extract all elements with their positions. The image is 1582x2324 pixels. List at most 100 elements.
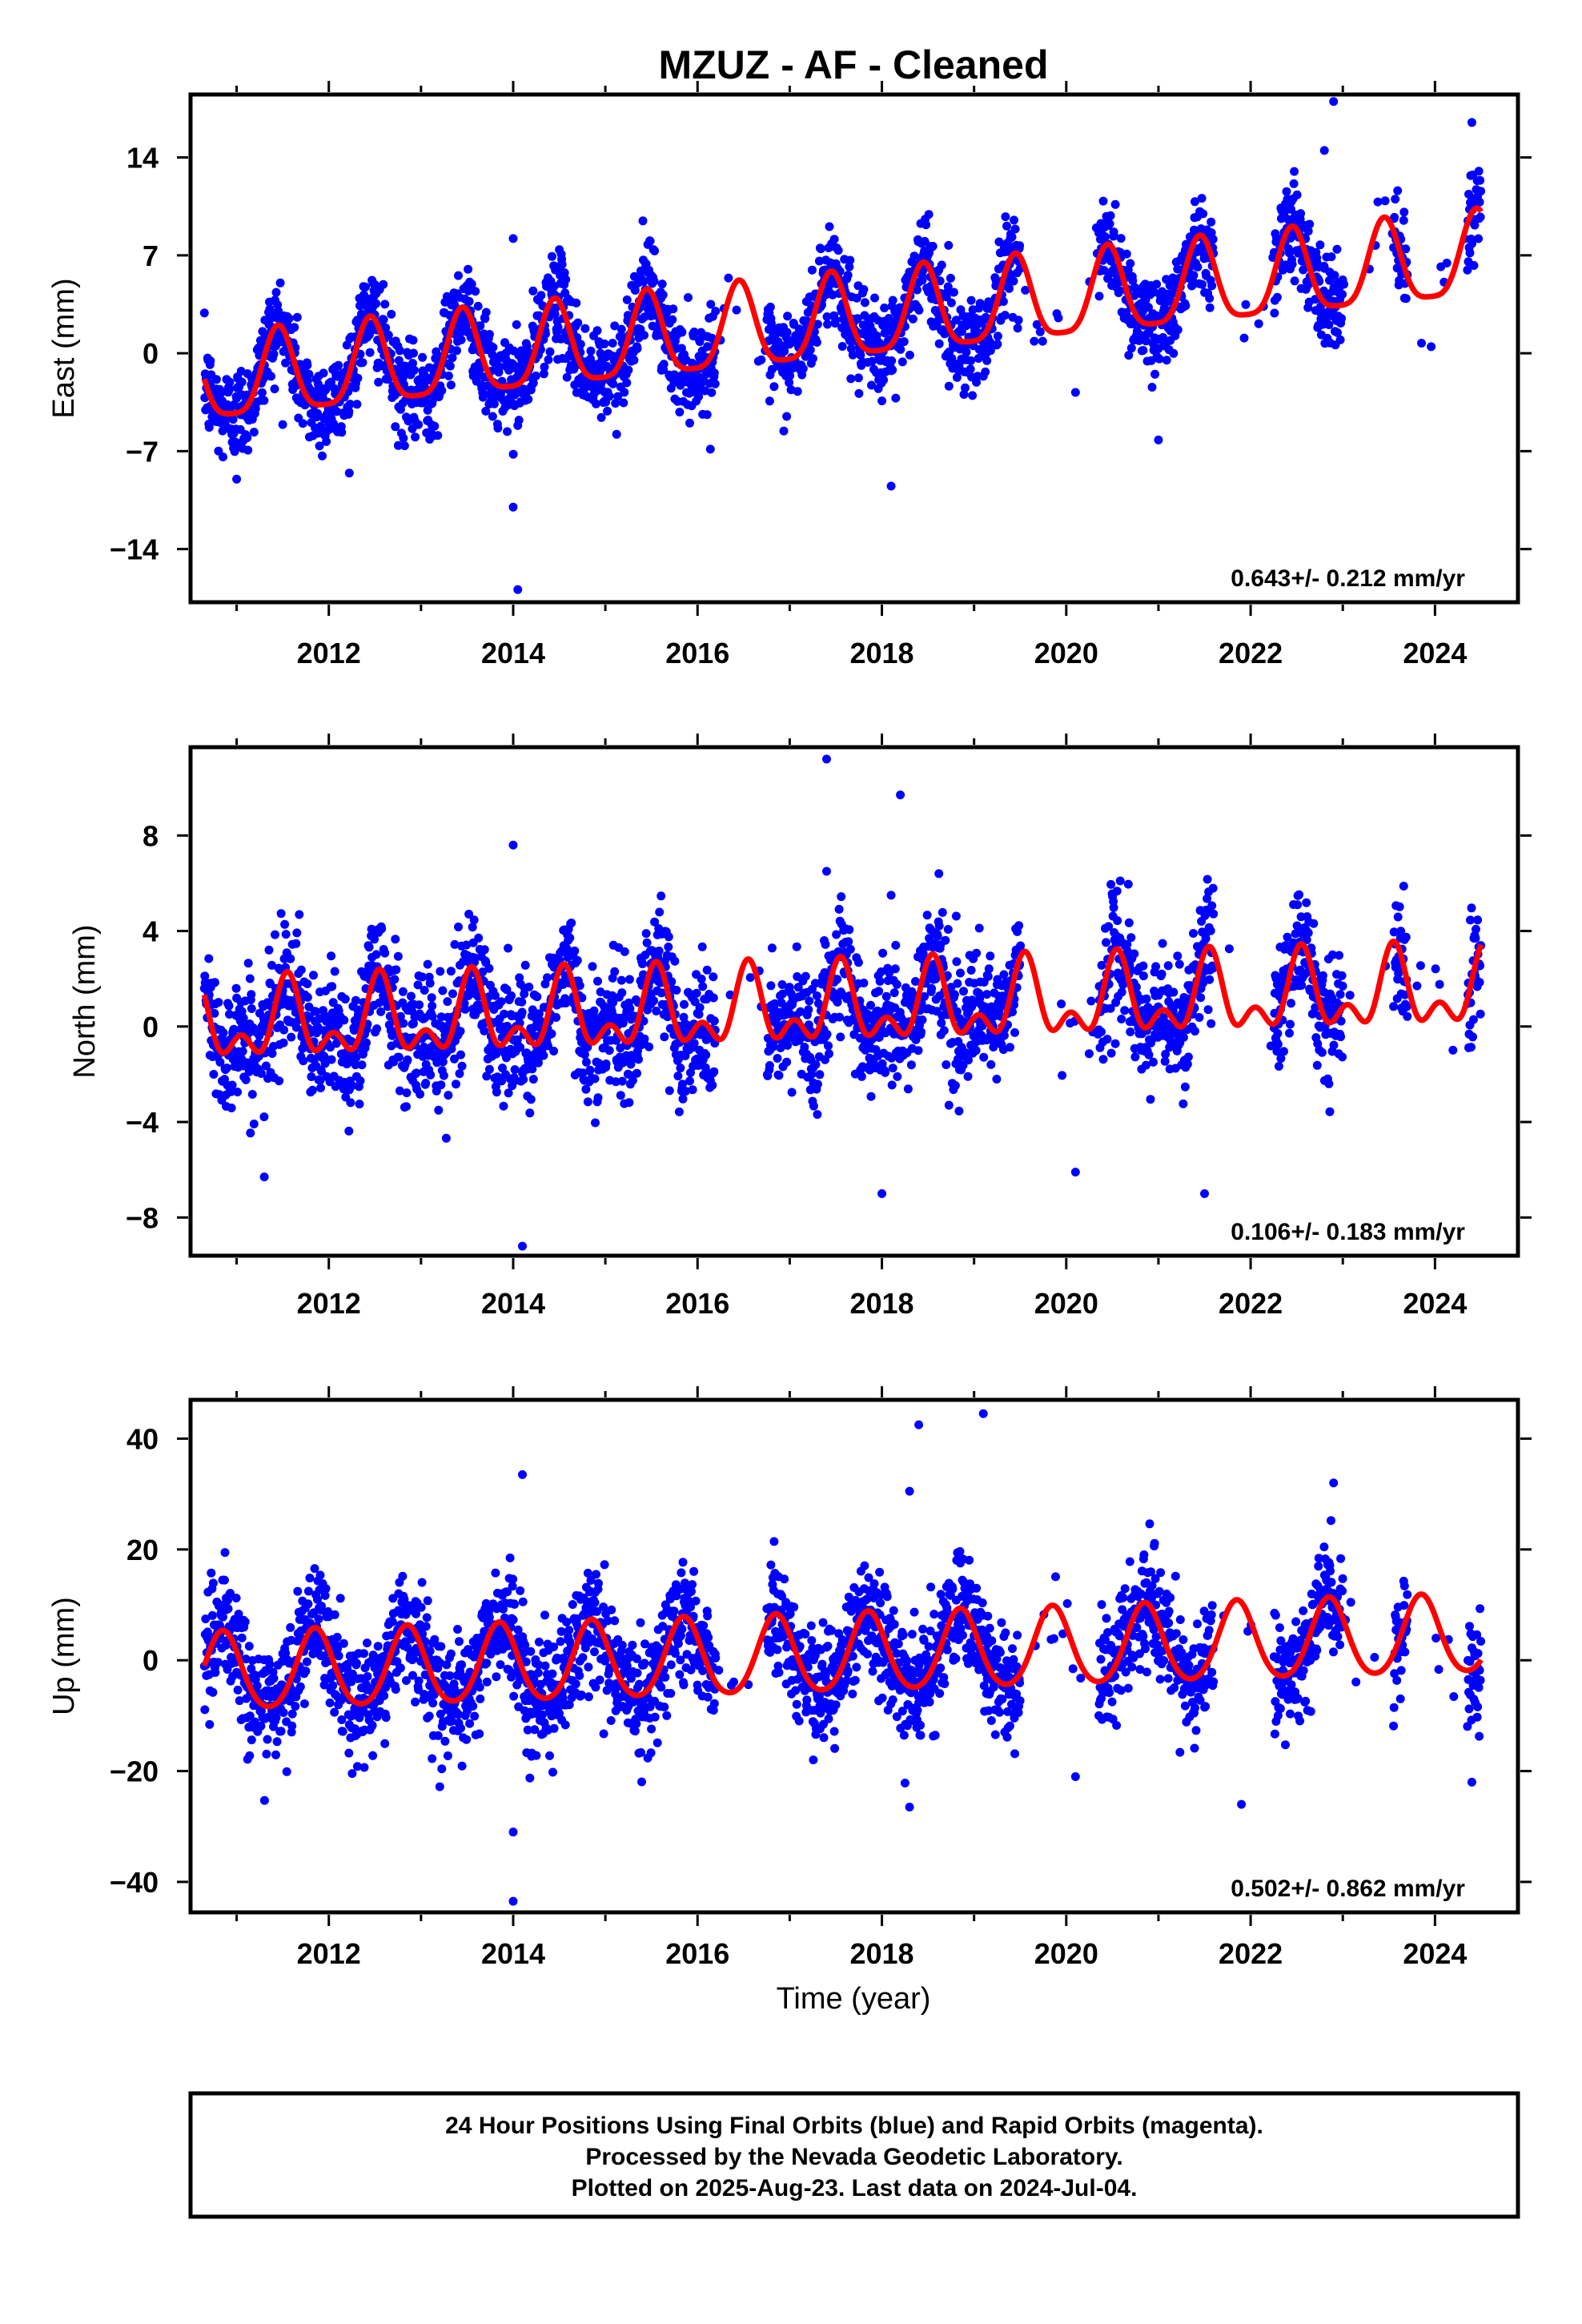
data-point (1169, 348, 1178, 358)
data-point (357, 1060, 367, 1070)
data-point (650, 917, 660, 927)
data-point (567, 919, 576, 927)
data-point (601, 1059, 611, 1068)
data-point (1123, 879, 1133, 889)
data-point (800, 1043, 809, 1051)
data-point (572, 955, 582, 965)
data-point (478, 967, 488, 977)
x-tick-label: 2012 (297, 637, 361, 669)
outlier-point (1200, 1188, 1210, 1198)
data-point (224, 1001, 234, 1011)
data-point (765, 1061, 774, 1070)
data-point (1435, 979, 1444, 989)
data-point (1109, 903, 1118, 912)
data-point (257, 388, 267, 397)
data-point (1297, 980, 1307, 990)
data-point (641, 929, 651, 939)
data-point (418, 352, 428, 362)
data-point (1189, 929, 1198, 938)
data-point (709, 993, 718, 1003)
data-point (1474, 167, 1484, 176)
data-point (1289, 179, 1299, 188)
data-point (418, 972, 428, 982)
data-point (852, 293, 861, 303)
data-point (765, 396, 774, 406)
data-point (634, 1055, 643, 1064)
data-point (1329, 1040, 1339, 1050)
data-point (497, 1076, 506, 1086)
plot-frame (188, 92, 1520, 605)
data-point (1417, 339, 1426, 348)
data-point (1469, 1015, 1478, 1024)
data-point (390, 975, 400, 984)
data-point (1431, 964, 1440, 974)
data-point (322, 436, 331, 446)
data-point (914, 305, 924, 315)
data-point (490, 991, 500, 1000)
data-point (837, 342, 847, 351)
y-tick-label: −14 (110, 533, 159, 566)
data-point (327, 982, 337, 991)
data-point (689, 1039, 699, 1048)
data-point (438, 986, 448, 995)
data-point (1272, 292, 1282, 302)
data-point (1472, 924, 1480, 934)
data-point (680, 999, 689, 1009)
data-point (893, 1072, 902, 1081)
data-point (793, 387, 802, 396)
data-point (1476, 187, 1486, 196)
data-point (561, 275, 571, 284)
data-point (709, 972, 718, 982)
data-point (650, 246, 660, 255)
data-point (454, 923, 463, 931)
data-point (853, 314, 862, 324)
data-point (694, 1010, 704, 1019)
data-point (351, 995, 360, 1005)
data-point (315, 441, 324, 451)
data-point (470, 953, 480, 963)
data-point (611, 1077, 620, 1087)
data-point (464, 286, 473, 296)
data-point (1126, 259, 1135, 268)
data-point (284, 314, 294, 324)
data-point (211, 375, 221, 384)
data-point (243, 433, 252, 443)
data-point (516, 1043, 525, 1052)
data-point (454, 271, 463, 280)
data-point (556, 334, 566, 344)
data-point (510, 1065, 520, 1075)
data-point (480, 945, 489, 955)
east-panel: 2012 2014 2016 2018 2020 2022 2024−14−70714Eas… (47, 81, 1532, 669)
data-point (1468, 1032, 1477, 1042)
data-point (566, 351, 576, 360)
data-point (1131, 983, 1141, 992)
data-point (1199, 209, 1208, 219)
data-point (773, 1054, 782, 1063)
data-point (1126, 1027, 1135, 1036)
data-point (638, 959, 647, 969)
data-point (818, 978, 828, 987)
data-point (428, 1011, 437, 1021)
outlier-point (886, 891, 896, 900)
outlier-point (1070, 388, 1080, 397)
data-point (787, 1088, 797, 1097)
data-point (822, 312, 832, 321)
data-point (340, 995, 350, 1004)
data-point (604, 1046, 614, 1055)
data-point (891, 393, 901, 403)
data-point (608, 339, 617, 348)
data-point (993, 332, 1002, 341)
data-point (215, 1057, 225, 1067)
data-point (952, 1007, 962, 1016)
data-point (813, 320, 822, 329)
data-point (344, 1126, 354, 1136)
data-point (1207, 228, 1216, 238)
data-point (380, 300, 390, 309)
data-point (230, 447, 239, 456)
data-point (507, 991, 516, 1000)
data-point (1191, 1027, 1199, 1036)
data-point (1276, 1054, 1286, 1063)
data-point (1054, 313, 1063, 323)
data-point (229, 1024, 239, 1034)
data-point (692, 988, 701, 998)
